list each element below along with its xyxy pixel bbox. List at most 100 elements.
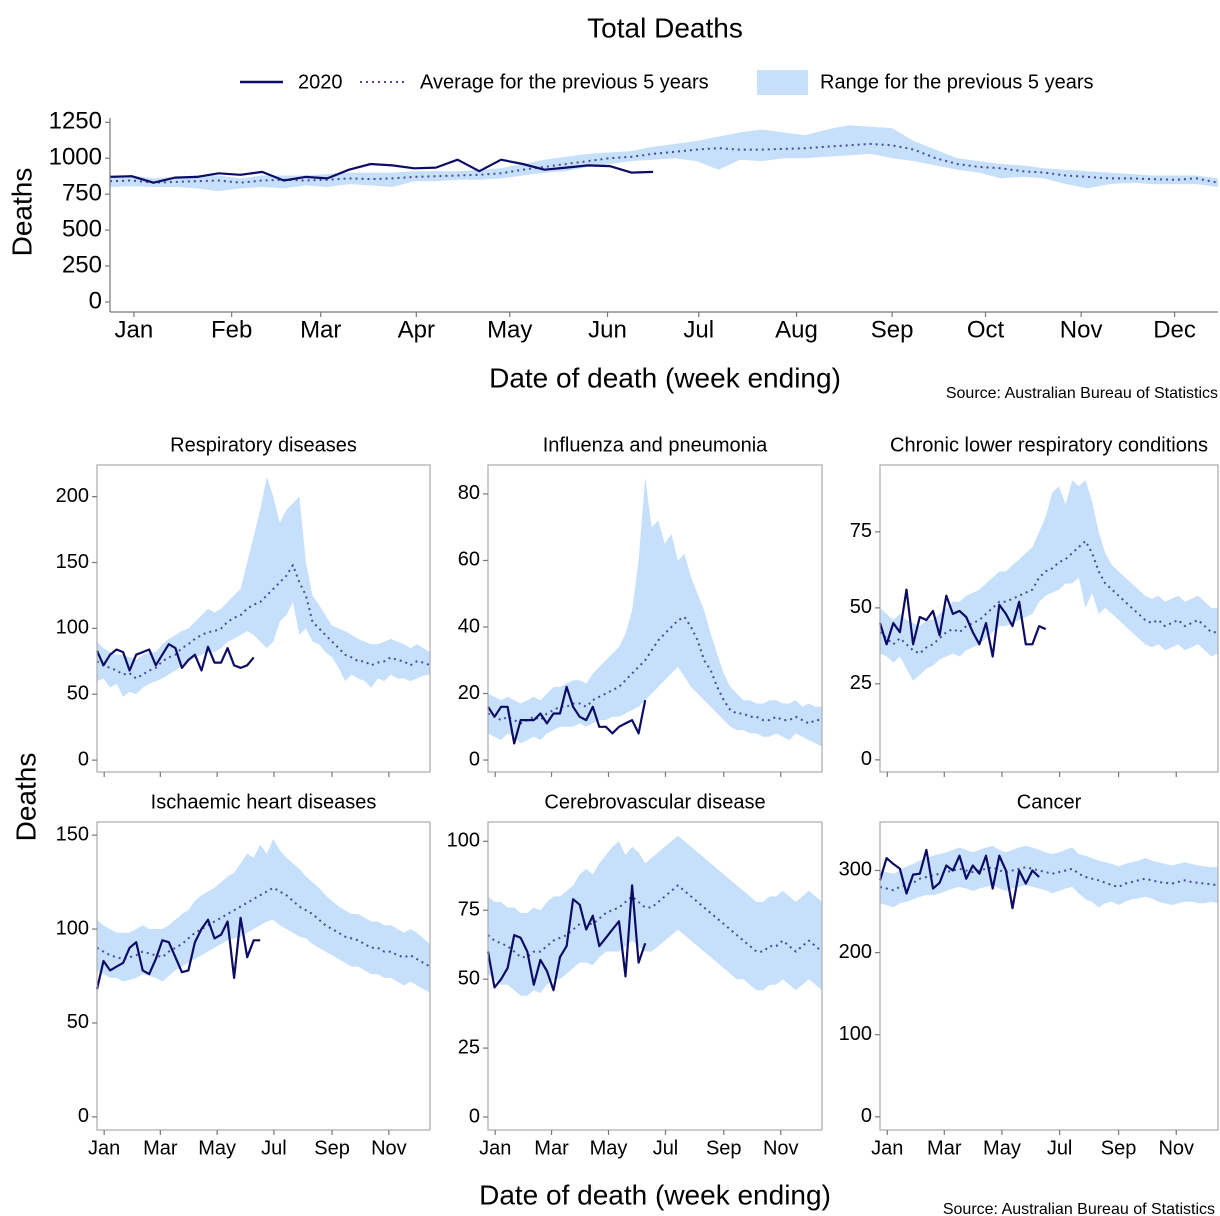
- panel-title: Ischaemic heart diseases: [151, 791, 377, 813]
- x-tick-label: May: [983, 1137, 1021, 1159]
- average-line: [487, 616, 822, 725]
- y-tick-label: 80: [458, 482, 480, 504]
- y-tick-label: 0: [861, 748, 872, 770]
- x-tick-label: Nov: [371, 1137, 407, 1159]
- x-tick-label: Sep: [871, 316, 914, 343]
- x-tick-label: May: [198, 1137, 236, 1159]
- x-tick-label: Jan: [115, 316, 154, 343]
- y-tick-label: 100: [839, 1023, 872, 1045]
- y-tick-label: 100: [56, 917, 89, 939]
- panel-title: Chronic lower respiratory conditions: [890, 434, 1208, 456]
- average-line: [879, 540, 1218, 655]
- x-tick-label: Sep: [706, 1137, 742, 1159]
- legend: 2020 Average for the previous 5 years Ra…: [240, 70, 1094, 95]
- average-line: [487, 884, 823, 959]
- panel-frame: [487, 464, 823, 773]
- line-2020: [878, 848, 1040, 910]
- y-tick-label: 200: [56, 485, 89, 507]
- line-2020: [95, 643, 255, 672]
- range-band: [880, 845, 1218, 908]
- y-axis-title: Deaths: [6, 168, 37, 257]
- y-tick-label: 60: [458, 549, 480, 571]
- y-tick-label: 150: [56, 551, 89, 573]
- y-tick-label: 0: [78, 1105, 89, 1127]
- average-line: [879, 866, 1219, 892]
- legend-label: Average for the previous 5 years: [420, 71, 709, 93]
- range-band: [97, 476, 430, 697]
- x-axis-title: Date of death (week ending): [489, 362, 841, 393]
- x-tick-label: Jan: [88, 1137, 120, 1159]
- x-tick-label: Mar: [300, 316, 341, 343]
- legend-label: 2020: [298, 71, 343, 93]
- y-tick-label: 50: [67, 1011, 89, 1033]
- y-tick-label: 20: [458, 682, 480, 704]
- panel-title: Cerebrovascular disease: [544, 791, 765, 813]
- y-tick-label: 75: [458, 899, 480, 921]
- y-tick-label: 50: [850, 596, 872, 618]
- y-tick-label: 150: [56, 823, 89, 845]
- line-2020: [95, 916, 261, 990]
- y-tick-label: 100: [56, 617, 89, 639]
- x-tick-label: Mar: [143, 1137, 178, 1159]
- x-tick-label: Nov: [1158, 1137, 1194, 1159]
- y-tick-label: 0: [469, 748, 480, 770]
- y-tick-label: 100: [447, 830, 480, 852]
- x-tick-label: Jul: [683, 316, 714, 343]
- y-tick-label: 500: [62, 215, 102, 242]
- legend-label: Range for the previous 5 years: [820, 71, 1094, 93]
- y-tick-label: 25: [458, 1036, 480, 1058]
- panel-frame: [487, 821, 823, 1131]
- y-tick-label: 25: [850, 672, 872, 694]
- y-tick-label: 0: [469, 1105, 480, 1127]
- y-axis-title: Deaths: [10, 753, 41, 842]
- x-tick-label: Mar: [927, 1137, 962, 1159]
- y-tick-label: 200: [839, 941, 872, 963]
- x-tick-label: Nov: [1060, 316, 1103, 343]
- range-band: [97, 838, 430, 993]
- x-tick-label: Jul: [653, 1137, 679, 1159]
- x-tick-label: Nov: [763, 1137, 799, 1159]
- panel-title: Cancer: [1017, 791, 1082, 813]
- legend-swatch: [757, 70, 808, 95]
- panel-frame: [879, 821, 1219, 1131]
- panel-frame: [96, 821, 431, 1131]
- x-tick-label: Dec: [1153, 316, 1196, 343]
- y-tick-label: 1250: [49, 108, 102, 135]
- source-note: Source: Australian Bureau of Statistics: [946, 385, 1218, 402]
- chart-title: Total Deaths: [587, 12, 743, 43]
- x-tick-label: May: [590, 1137, 628, 1159]
- x-tick-label: Jul: [1047, 1137, 1073, 1159]
- x-tick-label: Jan: [479, 1137, 511, 1159]
- range-band: [110, 125, 1218, 192]
- panel-title: Influenza and pneumonia: [543, 434, 768, 456]
- x-tick-label: Sep: [314, 1137, 350, 1159]
- y-tick-label: 0: [89, 287, 102, 314]
- y-tick-label: 750: [62, 180, 102, 207]
- y-tick-label: 0: [78, 748, 89, 770]
- source-note: Source: Australian Bureau of Statistics: [943, 1201, 1215, 1216]
- range-band: [488, 835, 822, 996]
- y-tick-label: 40: [458, 615, 480, 637]
- panel-frame: [96, 464, 431, 773]
- y-tick-label: 75: [850, 520, 872, 542]
- line-2020: [486, 884, 647, 992]
- x-tick-label: Mar: [534, 1137, 569, 1159]
- x-tick-label: May: [487, 316, 532, 343]
- range-band: [488, 477, 822, 747]
- x-tick-label: Sep: [1101, 1137, 1137, 1159]
- line-2020: [878, 588, 1047, 658]
- y-tick-label: 50: [67, 683, 89, 705]
- panel-title: Respiratory diseases: [170, 434, 357, 456]
- x-tick-label: Jul: [261, 1137, 287, 1159]
- x-tick-label: Jun: [588, 316, 627, 343]
- y-tick-label: 1000: [49, 144, 102, 171]
- x-tick-label: Oct: [967, 316, 1005, 343]
- panel-frame: [879, 464, 1219, 773]
- line-2020: [487, 685, 647, 745]
- y-tick-label: 50: [458, 967, 480, 989]
- y-tick-label: 250: [62, 251, 102, 278]
- y-tick-label: 300: [839, 859, 872, 881]
- y-tick-label: 0: [861, 1105, 872, 1127]
- range-band: [880, 480, 1218, 681]
